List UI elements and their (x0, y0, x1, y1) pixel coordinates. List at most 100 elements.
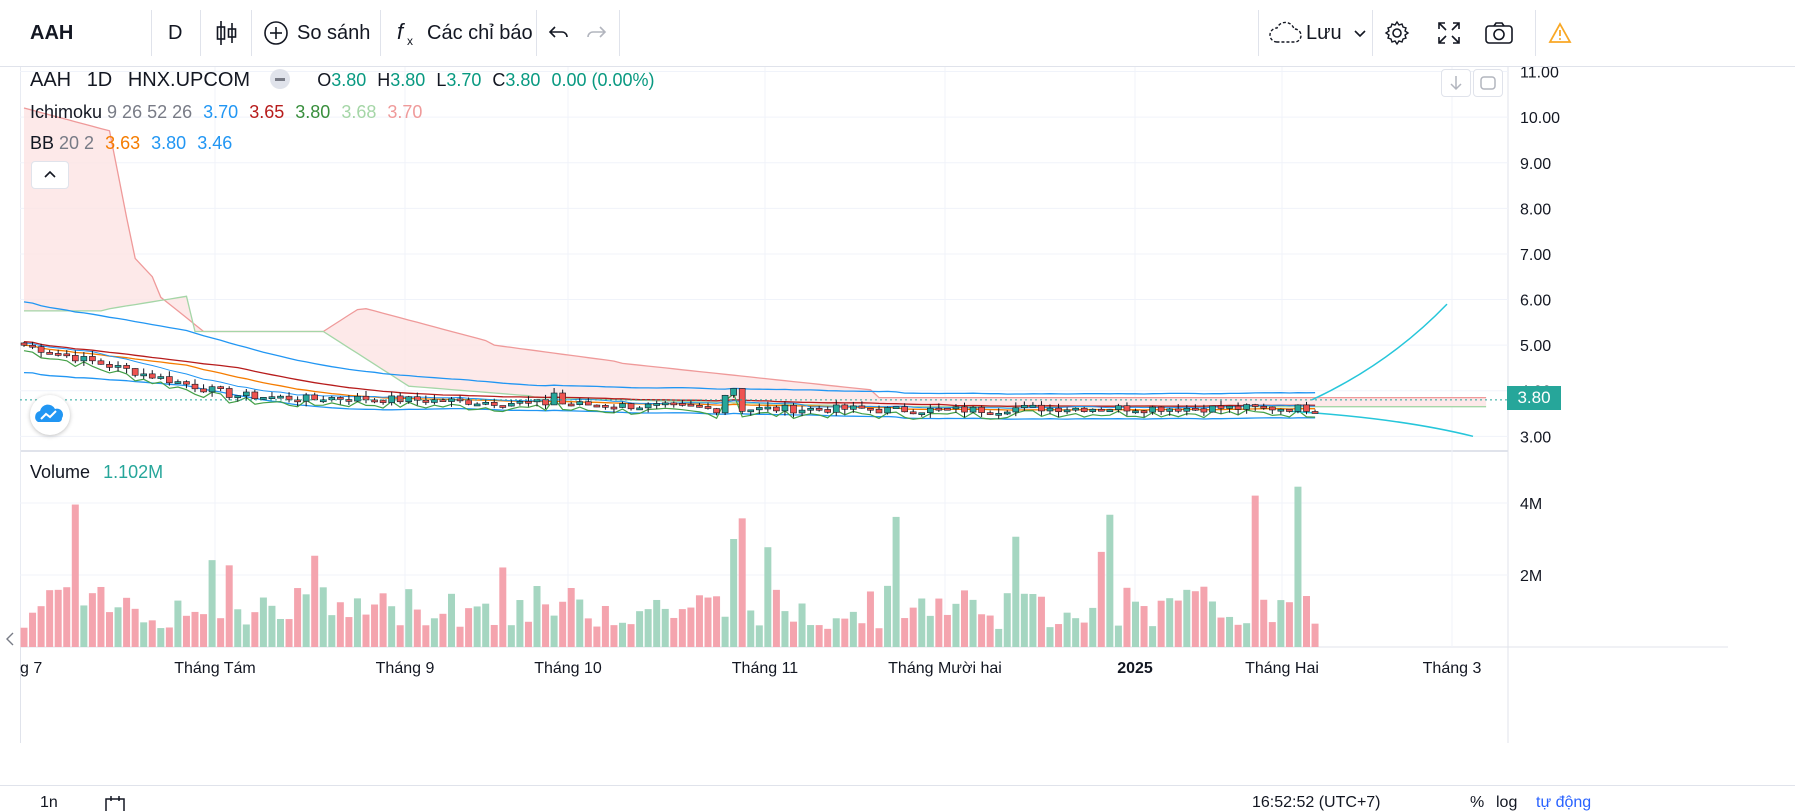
volume-bar (456, 626, 464, 647)
candle-body (867, 407, 874, 411)
volume-bar (371, 604, 379, 647)
chevron-left-icon[interactable] (4, 627, 16, 651)
candle-body (89, 356, 96, 362)
volume-bar (798, 603, 806, 647)
candle-body (97, 360, 105, 365)
collapse-legend-button[interactable] (31, 161, 69, 189)
volume-bar (704, 597, 712, 647)
volume-bar (182, 615, 190, 647)
volume-bar (790, 621, 797, 647)
candle-body (1209, 405, 1216, 413)
redo-button[interactable] (584, 0, 608, 66)
volume-bar (29, 612, 37, 647)
candle-body (1132, 410, 1139, 414)
tradingview-logo[interactable] (30, 395, 70, 435)
volume-bar (97, 586, 105, 647)
volume-bar (1183, 589, 1191, 647)
candles-icon (216, 21, 237, 45)
y-tick-label: 11.00 (1520, 67, 1559, 82)
candle-body (721, 394, 729, 414)
x-tick-label: g 7 (20, 660, 42, 677)
volume-bar (268, 605, 276, 647)
candle-body (345, 399, 353, 402)
percent-toggle[interactable]: % (1470, 794, 1485, 811)
volume-bar (1277, 600, 1285, 647)
volume-bar (1294, 486, 1302, 647)
undo-button[interactable] (547, 0, 571, 66)
volume-bar (619, 622, 626, 647)
price-chart[interactable]: 11.0010.009.008.007.006.005.004.003.004M… (19, 65, 1728, 743)
volume-bar (1234, 624, 1242, 647)
save-button[interactable]: Lưu (1268, 0, 1366, 66)
candle-body (114, 365, 122, 368)
log-toggle[interactable]: log (1496, 794, 1518, 811)
candle-body (755, 407, 763, 411)
interval-button[interactable]: D (168, 0, 182, 66)
candle-body (1021, 405, 1028, 409)
volume-bar (935, 598, 943, 647)
volume-bar (225, 565, 233, 647)
volume-bar (978, 614, 986, 647)
volume-bar (499, 567, 507, 647)
volume-bar (516, 600, 524, 647)
volume-bar (841, 618, 849, 647)
candle-body (37, 346, 45, 353)
indicators-label: Các chỉ báo (427, 21, 533, 44)
legend-interval: 1D (86, 69, 113, 91)
volume-bar (148, 620, 156, 647)
candle-body (1311, 411, 1319, 414)
chart-area[interactable]: 11.0010.009.008.007.006.005.004.003.004M… (19, 65, 1728, 743)
calendar-icon[interactable] (104, 796, 126, 811)
volume-bar (926, 615, 934, 647)
snapshot-button[interactable] (1484, 0, 1514, 66)
candle-body (1286, 408, 1293, 412)
candle-body (773, 406, 780, 412)
volume-bar (1080, 622, 1088, 647)
symbol-search-button[interactable]: AAH (30, 0, 73, 66)
volume-bar (63, 587, 71, 647)
last-price-badge: 3.80 (1507, 386, 1561, 410)
bb-projection-upper (1311, 303, 1448, 401)
clock[interactable]: 16:52:52 (UTC+7) (1252, 794, 1381, 811)
candle-body (636, 407, 643, 411)
volume-bar (388, 606, 396, 647)
save-label: Lưu (1306, 21, 1342, 44)
candle-body (944, 407, 951, 411)
ichimoku-legend[interactable]: Ichimoku 9 26 52 26 3.70 3.65 3.80 3.68 … (30, 102, 422, 123)
warning-icon[interactable] (1548, 0, 1572, 66)
fullscreen-button[interactable] (1436, 0, 1462, 66)
candle-body (1183, 407, 1191, 412)
volume-bar (473, 606, 481, 647)
bb-params: 20 2 (59, 133, 95, 153)
settings-button[interactable] (1383, 0, 1411, 66)
legend-symbol: AAH (30, 69, 72, 91)
volume-legend[interactable]: Volume 1.102M (30, 462, 163, 483)
market-status-icon[interactable] (269, 69, 290, 89)
scroll-down-button[interactable] (1441, 69, 1471, 97)
candle-body (687, 403, 695, 407)
volume-bar (986, 615, 994, 647)
candle-body (909, 411, 917, 415)
volume-bar (1029, 594, 1037, 647)
volume-bar (550, 615, 558, 647)
candle-body (63, 353, 71, 357)
candle-body (302, 394, 310, 402)
volume-bar (439, 613, 447, 647)
candle-body (1072, 407, 1079, 411)
auto-scale-toggle[interactable]: tự động (1536, 794, 1592, 811)
candle-body (627, 403, 635, 410)
bb-legend[interactable]: BB 20 2 3.63 3.80 3.46 (30, 133, 232, 154)
volume-bar (1174, 600, 1182, 647)
compare-button[interactable]: So sánh (263, 0, 370, 66)
reset-scale-button[interactable] (1473, 69, 1503, 97)
candle-body (559, 392, 566, 405)
volume-bar (1166, 598, 1174, 647)
volume-bar (1012, 536, 1020, 647)
candle-body (1115, 405, 1122, 411)
candle-body (1260, 405, 1268, 409)
volume-bar (294, 588, 302, 647)
chart-type-button[interactable] (215, 0, 239, 66)
range-button[interactable]: 1n (40, 794, 58, 811)
volume-bar (1097, 551, 1105, 647)
